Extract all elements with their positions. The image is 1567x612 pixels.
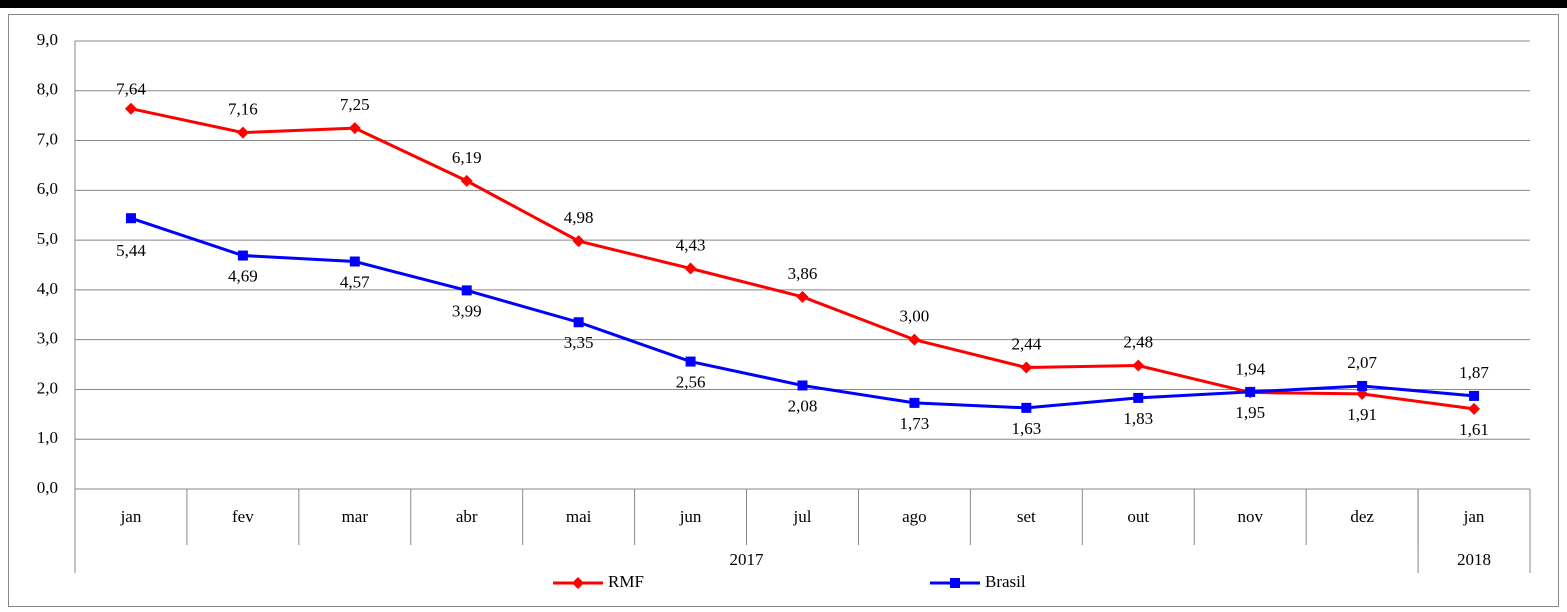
marker: [572, 577, 584, 589]
y-tick-label: 2,0: [37, 378, 58, 397]
data-label: 1,61: [1459, 420, 1489, 439]
series-line: [130, 216, 1475, 410]
data-label: 5,44: [116, 241, 146, 260]
marker: [908, 333, 921, 346]
data-label: 1,95: [1235, 403, 1265, 422]
data-label: 2,07: [1347, 353, 1377, 372]
top-bar: [0, 0, 1567, 8]
marker: [1468, 402, 1481, 415]
data-label: 2,44: [1011, 334, 1041, 353]
data-label: 2,48: [1123, 332, 1153, 351]
marker: [950, 578, 960, 588]
marker: [125, 213, 136, 224]
x-tick-label: jan: [120, 507, 142, 526]
data-label: 1,73: [900, 414, 930, 433]
data-label: 4,43: [676, 235, 706, 254]
x-tick-label: ago: [902, 507, 927, 526]
data-label: 1,83: [1123, 409, 1153, 428]
y-tick-label: 0,0: [37, 478, 58, 497]
x-tick-label: mar: [342, 507, 369, 526]
marker: [236, 126, 249, 139]
legend-label: Brasil: [985, 572, 1026, 591]
x-tick-label: jun: [679, 507, 702, 526]
data-label: 3,00: [900, 307, 930, 326]
x-tick-label: set: [1017, 507, 1036, 526]
data-label: 2,56: [676, 372, 706, 391]
y-tick-label: 5,0: [37, 229, 58, 248]
marker: [684, 262, 697, 275]
marker: [1132, 359, 1145, 372]
legend-label: RMF: [608, 572, 644, 591]
marker: [909, 397, 920, 408]
group-label: 2017: [730, 550, 765, 569]
y-tick-label: 8,0: [37, 80, 58, 99]
group-label: 2018: [1457, 550, 1491, 569]
data-label: 1,94: [1235, 359, 1265, 378]
data-label: 3,86: [788, 264, 818, 283]
y-tick-label: 3,0: [37, 329, 58, 348]
y-tick-label: 7,0: [37, 129, 58, 148]
data-label: 3,35: [564, 333, 594, 352]
y-tick-label: 9,0: [37, 30, 58, 49]
y-tick-label: 6,0: [37, 179, 58, 198]
marker: [1357, 380, 1368, 391]
marker: [460, 174, 473, 187]
marker: [1020, 361, 1033, 374]
data-label: 3,99: [452, 301, 482, 320]
x-tick-label: jan: [1463, 507, 1485, 526]
marker: [124, 102, 137, 115]
chart-frame: [8, 14, 1559, 607]
marker: [237, 250, 248, 261]
x-tick-label: fev: [232, 507, 254, 526]
x-tick-label: out: [1127, 507, 1149, 526]
y-tick-label: 4,0: [37, 279, 58, 298]
marker: [348, 122, 361, 135]
data-label: 1,87: [1459, 363, 1489, 382]
series-line: [130, 107, 1475, 411]
x-tick-label: dez: [1350, 507, 1374, 526]
marker: [572, 235, 585, 248]
data-label: 4,98: [564, 208, 594, 227]
x-tick-label: mai: [566, 507, 592, 526]
data-label: 1,63: [1011, 419, 1041, 438]
y-tick-label: 1,0: [37, 428, 58, 447]
marker: [1133, 392, 1144, 403]
data-label: 7,25: [340, 95, 370, 114]
marker: [573, 317, 584, 328]
data-label: 7,16: [228, 99, 258, 118]
data-label: 7,64: [116, 80, 146, 99]
marker: [461, 285, 472, 296]
marker: [685, 356, 696, 367]
marker: [1469, 390, 1480, 401]
data-label: 2,08: [788, 396, 818, 415]
marker: [796, 290, 809, 303]
x-tick-label: abr: [456, 507, 478, 526]
marker: [349, 256, 360, 267]
x-tick-label: nov: [1237, 507, 1263, 526]
marker: [797, 380, 808, 391]
data-label: 1,91: [1347, 405, 1377, 424]
data-label: 4,57: [340, 272, 370, 291]
data-label: 6,19: [452, 148, 482, 167]
x-tick-label: jul: [793, 507, 812, 526]
data-label: 4,69: [228, 266, 258, 285]
marker: [1245, 386, 1256, 397]
marker: [1021, 402, 1032, 413]
